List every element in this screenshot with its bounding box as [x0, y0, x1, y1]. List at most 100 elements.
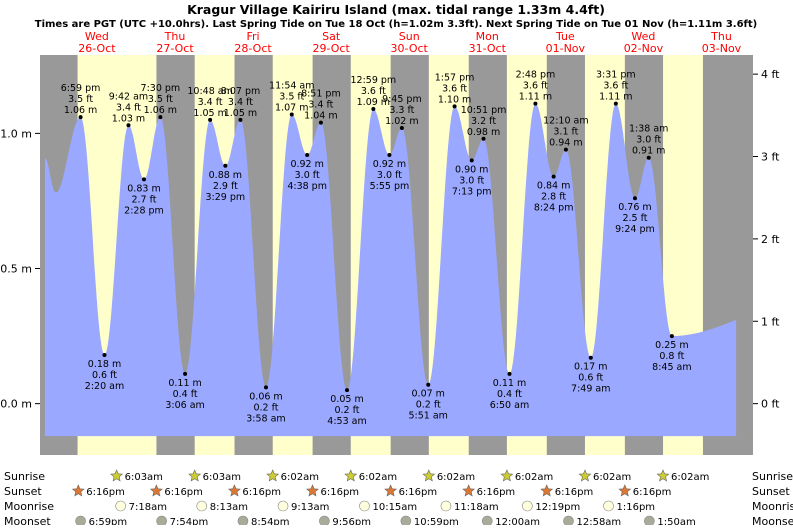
event-time-label: 7:18am: [129, 502, 167, 513]
sun-icon: [384, 484, 398, 497]
event-time-label: 6:16pm: [320, 487, 359, 498]
high-tide-ft-label: 3.0 ft: [636, 135, 661, 146]
event-time-label: 6:16pm: [86, 487, 125, 498]
low-tide-ft-label: 2.7 ft: [131, 194, 156, 205]
event-time-label: 6:02am: [515, 472, 553, 483]
high-tide-time-label: 9:45 pm: [382, 94, 422, 105]
high-tide-m-label: 1.11 m: [599, 92, 632, 103]
row-label-right: Sunset: [752, 485, 790, 498]
moon-icon: [196, 500, 208, 512]
low-tide-time-label: 5:55 pm: [370, 181, 410, 192]
event-time-label: 6:03am: [203, 472, 241, 483]
high-tide-m-label: 1.05 m: [193, 108, 226, 119]
high-tide-ft-label: 3.1 ft: [553, 127, 578, 138]
low-tide-ft-label: 3.0 ft: [295, 170, 320, 181]
event-time-label: 6:16pm: [633, 487, 672, 498]
right-tick-label: 2 ft: [761, 233, 780, 246]
low-tide-ft-label: 0.6 ft: [578, 373, 603, 384]
date-label: 01-Nov: [546, 42, 586, 55]
low-tide-time-label: 3:58 am: [246, 413, 285, 424]
low-tide-ft-label: 2.9 ft: [213, 181, 238, 192]
sun-icon: [578, 469, 592, 482]
event-time-label: 6:16pm: [399, 487, 438, 498]
high-tide-time-label: 8:51 pm: [301, 89, 341, 100]
low-tide-m-label: 0.18 m: [88, 359, 121, 370]
day-of-week-label: Wed: [85, 30, 109, 43]
event-time-label: 6:02am: [593, 472, 631, 483]
high-tide-ft-label: 3.5 ft: [279, 91, 304, 102]
high-tide-point: [158, 115, 163, 120]
low-tide-time-label: 7:13 pm: [452, 186, 492, 197]
high-tide-point: [289, 112, 294, 117]
low-tide-time-label: 3:06 am: [165, 400, 204, 411]
high-tide-time-label: 3:31 pm: [596, 70, 636, 81]
low-tide-m-label: 0.07 m: [412, 389, 445, 400]
high-tide-ft-label: 3.5 ft: [148, 94, 173, 105]
event-time-label: 6:16pm: [164, 487, 203, 498]
moon-icon: [522, 500, 533, 512]
low-tide-point: [426, 382, 431, 387]
high-tide-time-label: 10:51 pm: [461, 105, 507, 116]
high-tide-m-label: 1.02 m: [385, 116, 418, 127]
moon-icon: [563, 515, 574, 527]
high-tide-ft-label: 3.4 ft: [308, 100, 333, 111]
low-tide-m-label: 0.17 m: [574, 362, 607, 373]
high-tide-time-label: 1:38 am: [629, 124, 668, 135]
moon-icon: [644, 515, 655, 527]
low-tide-point: [588, 355, 593, 360]
chart-subtitle: Times are PGT (UTC +10.0hrs). Last Sprin…: [35, 19, 758, 30]
low-tide-point: [669, 334, 674, 339]
low-tide-time-label: 8:24 pm: [534, 203, 574, 214]
row-label-left: Sunrise: [4, 470, 45, 483]
event-time-label: 6:03am: [125, 472, 163, 483]
low-tide-ft-label: 3.0 ft: [377, 170, 402, 181]
chart-title: Kragur Village Kairiru Island (max. tida…: [187, 2, 605, 17]
date-label: 31-Oct: [469, 42, 507, 55]
low-tide-point: [305, 153, 310, 157]
low-tide-time-label: 9:24 pm: [615, 224, 655, 235]
low-tide-point: [345, 388, 350, 393]
moon-icon: [115, 500, 126, 512]
sun-icon: [110, 469, 124, 482]
moon-icon: [319, 515, 330, 527]
date-label: 27-Oct: [156, 42, 194, 55]
event-time-label: 6:02am: [359, 472, 397, 483]
high-tide-point: [399, 125, 404, 130]
right-tick-label: 0 ft: [761, 398, 780, 411]
date-label: 02-Nov: [624, 42, 664, 55]
event-time-label: 12:00am: [495, 517, 540, 525]
high-tide-ft-label: 3.4 ft: [198, 97, 223, 108]
high-tide-time-label: 6:59 pm: [61, 83, 101, 94]
event-time-label: 10:15am: [372, 502, 417, 513]
low-tide-ft-label: 2.5 ft: [622, 213, 647, 224]
low-tide-time-label: 8:45 am: [652, 362, 691, 373]
low-tide-m-label: 0.11 m: [493, 378, 526, 389]
sun-icon: [618, 484, 632, 497]
high-tide-time-label: 12:10 am: [543, 116, 588, 127]
low-tide-ft-label: 0.6 ft: [92, 370, 117, 381]
day-of-week-label: Tue: [555, 30, 575, 43]
low-tide-m-label: 0.92 m: [373, 159, 406, 170]
low-tide-time-label: 5:51 am: [409, 411, 448, 422]
row-label-left: Moonset: [4, 515, 51, 525]
sun-icon: [188, 469, 202, 482]
date-label: 03-Nov: [702, 42, 742, 55]
low-tide-time-label: 7:49 am: [571, 384, 610, 395]
event-time-label: 6:16pm: [477, 487, 516, 498]
high-tide-ft-label: 3.2 ft: [471, 116, 496, 127]
high-tide-point: [563, 147, 568, 152]
event-time-label: 8:54pm: [251, 517, 290, 525]
event-time-label: 6:59pm: [89, 517, 128, 525]
high-tide-m-label: 1.11 m: [519, 92, 552, 103]
high-tide-ft-label: 3.3 ft: [389, 105, 414, 116]
right-tick-label: 3 ft: [761, 151, 780, 164]
low-tide-point: [263, 385, 268, 390]
low-tide-point: [387, 153, 392, 157]
high-tide-m-label: 1.07 m: [275, 102, 308, 113]
low-tide-time-label: 6:50 am: [490, 400, 529, 411]
moon-icon: [359, 500, 370, 512]
day-of-week-label: Mon: [476, 30, 499, 43]
high-tide-time-label: 10:48 am: [187, 86, 232, 97]
low-tide-point: [632, 196, 637, 201]
high-tide-ft-label: 3.4 ft: [116, 102, 141, 113]
